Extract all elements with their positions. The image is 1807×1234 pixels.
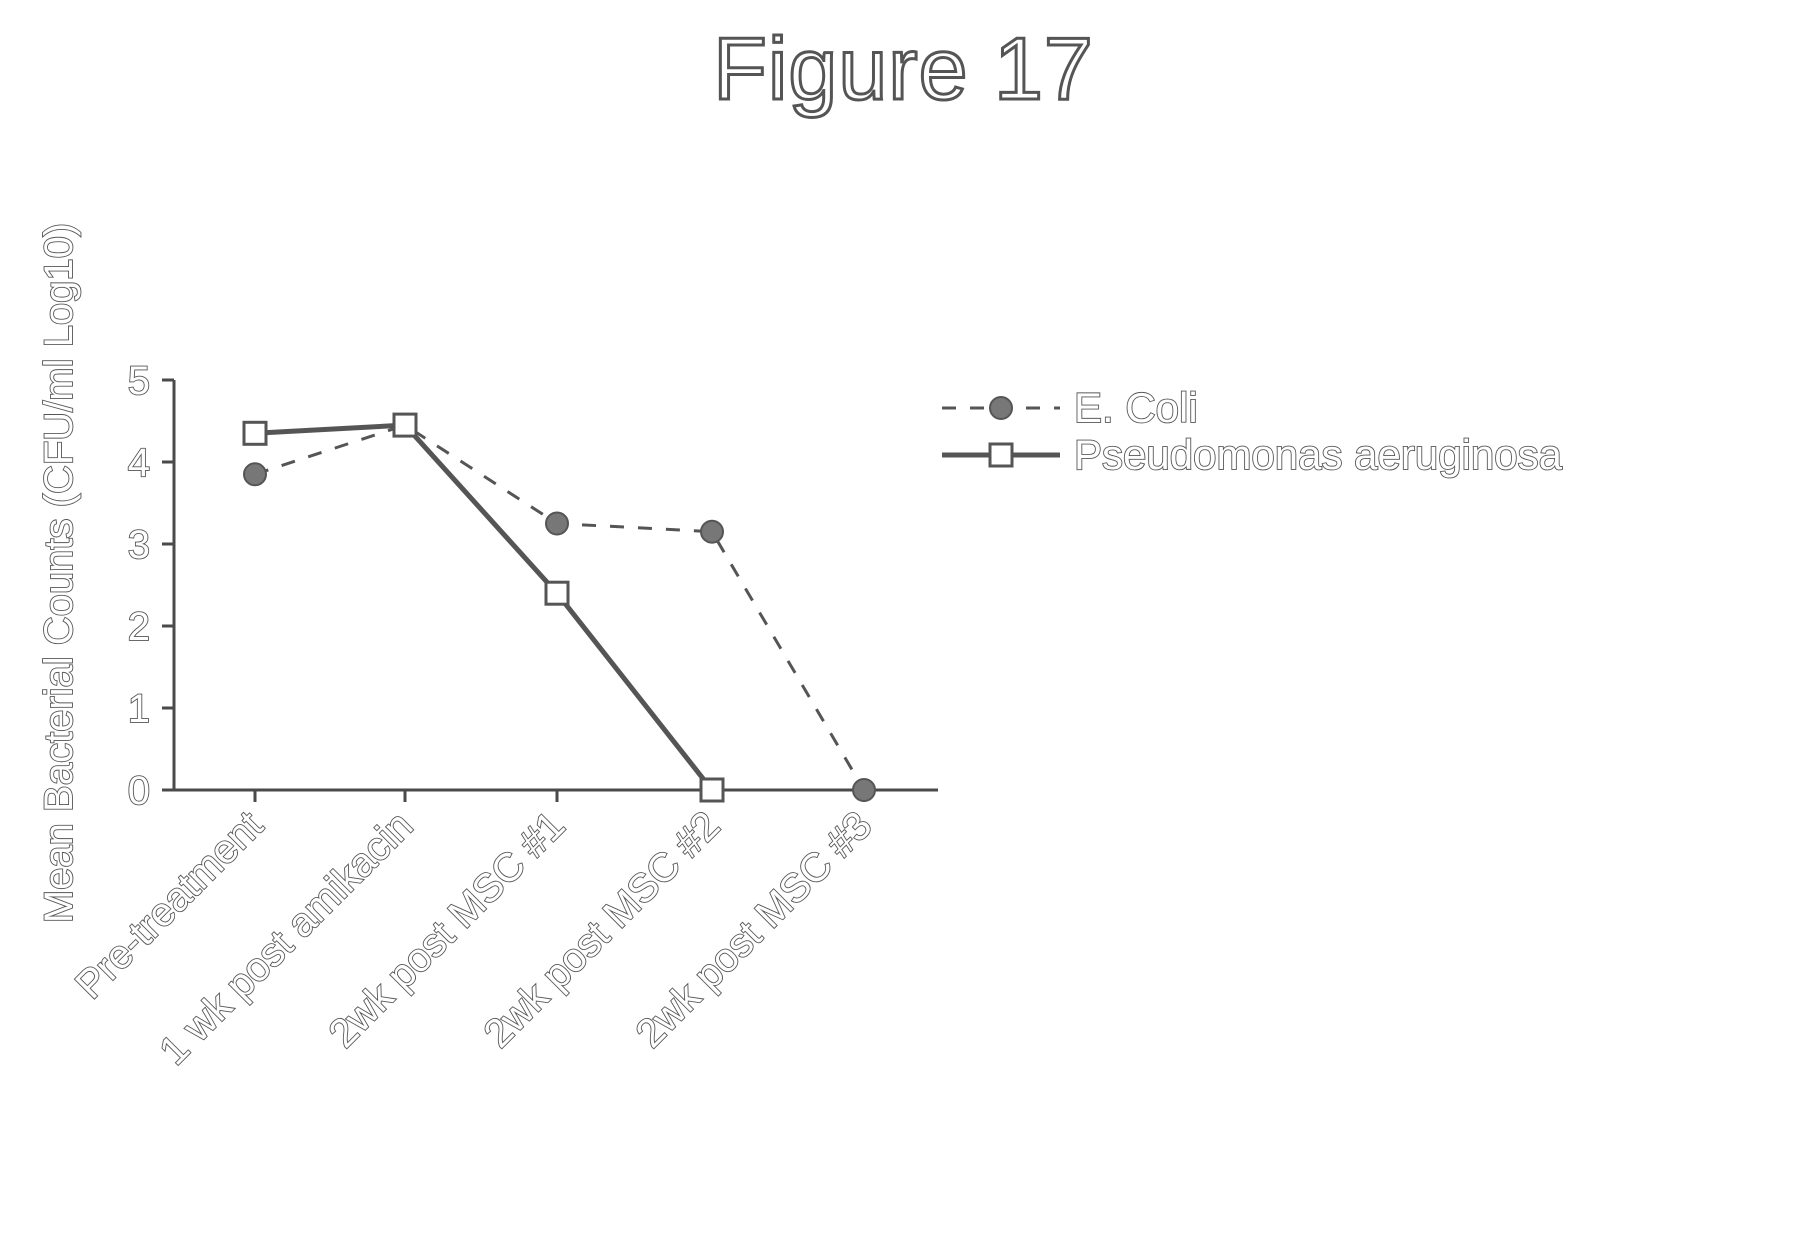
data-point-circle	[852, 778, 876, 802]
data-point-square	[392, 412, 418, 438]
y-axis-label: Mean Bacterial Counts (CFU/ml Log10)	[37, 223, 81, 923]
figure-title: Figure 17	[712, 18, 1095, 120]
series-e-coli	[243, 413, 876, 802]
legend-label: E. Coli	[1074, 384, 1198, 431]
x-tick-label: 1 wk post amikacin	[151, 803, 421, 1073]
data-point-square	[242, 420, 268, 446]
legend-marker-circle	[989, 396, 1013, 420]
legend-label: Pseudomonas aeruginosa	[1074, 431, 1563, 478]
data-point-square	[699, 777, 725, 803]
y-tick-label: 4	[128, 441, 150, 485]
data-point-circle	[700, 519, 724, 544]
data-point-circle	[545, 511, 569, 536]
data-point-square	[544, 580, 570, 606]
series-layer	[242, 412, 876, 803]
legend-item: E. Coli	[942, 383, 1199, 432]
series-line	[254, 422, 714, 792]
series-pseudomonas-aeruginosa	[242, 412, 725, 803]
y-tick-label: 0	[128, 769, 150, 813]
legend-marker-square	[988, 442, 1014, 468]
y-tick-label: 1	[128, 687, 150, 731]
y-tick-label: 3	[128, 523, 150, 567]
legend-item: Pseudomonas aeruginosa	[942, 430, 1564, 479]
y-tick-label: 5	[128, 359, 150, 403]
y-tick-label: 2	[128, 605, 150, 649]
series-line	[254, 423, 866, 791]
data-point-circle	[243, 462, 267, 487]
